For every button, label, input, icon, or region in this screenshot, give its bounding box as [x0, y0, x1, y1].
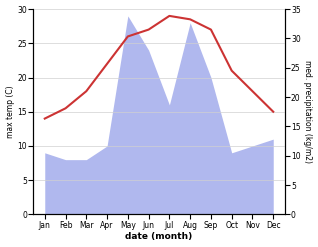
- X-axis label: date (month): date (month): [125, 232, 193, 242]
- Y-axis label: med. precipitation (kg/m2): med. precipitation (kg/m2): [303, 60, 313, 163]
- Y-axis label: max temp (C): max temp (C): [5, 85, 15, 138]
